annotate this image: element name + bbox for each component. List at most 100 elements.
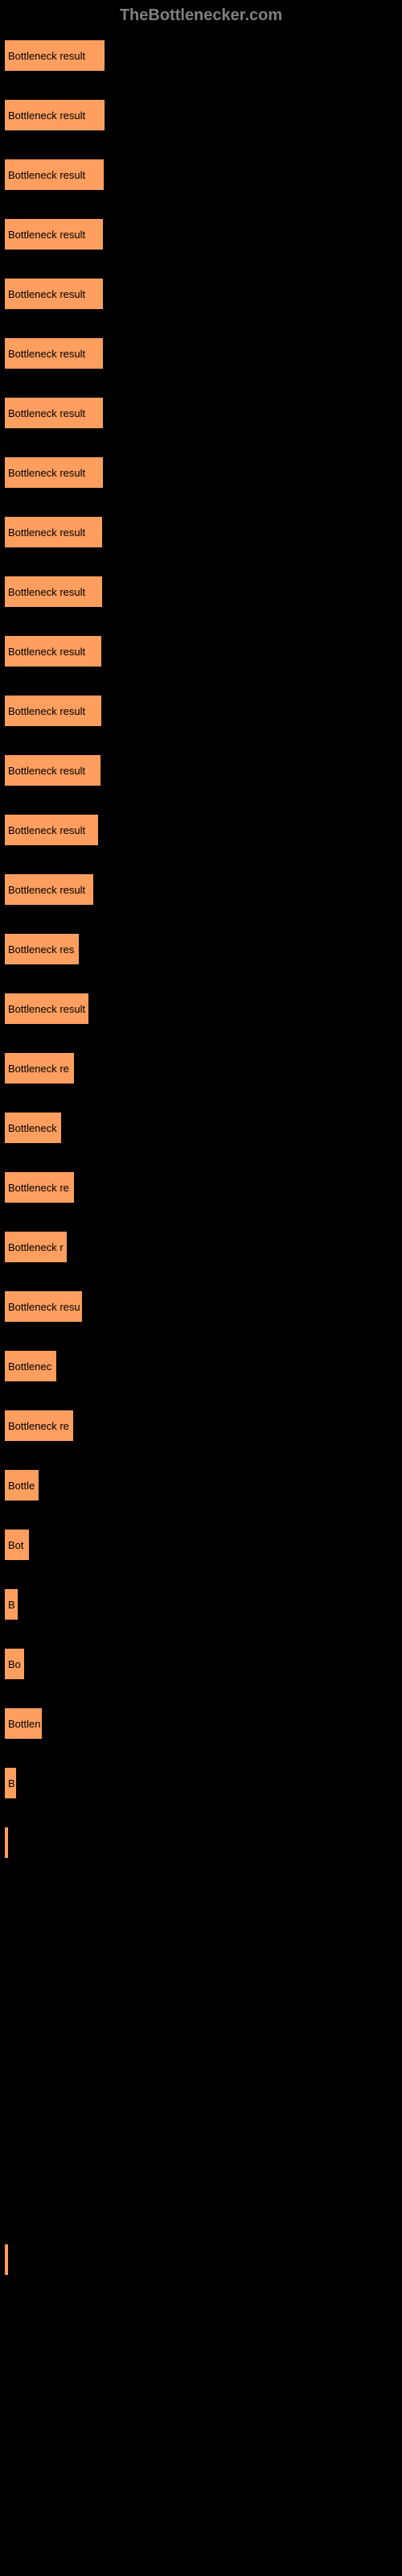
bar: Bottlen [4, 1707, 43, 1740]
bar-label: Bottleneck result [8, 705, 85, 717]
bar-label: Bottleneck result [8, 646, 85, 658]
bar: B [4, 1767, 17, 1799]
bar: Bottleneck result [4, 754, 101, 786]
bar: Bot [4, 1529, 30, 1561]
bar: Bottleneck result [4, 576, 103, 608]
bar-row [4, 1827, 398, 1859]
bar-row: Bottleneck result [4, 456, 398, 489]
bar-label: Bottleneck re [8, 1182, 69, 1194]
bar: Bottleneck [4, 1112, 62, 1144]
bar-row [4, 2005, 398, 2037]
bar: Bottleneck resu [4, 1290, 83, 1323]
bar-row [4, 2244, 398, 2276]
bar: Bottleneck result [4, 993, 89, 1025]
bar-row: Bottleneck result [4, 516, 398, 548]
site-name: TheBottlenecker.com [120, 6, 282, 24]
bar-row [4, 1946, 398, 1978]
bar-label: B [8, 1777, 15, 1790]
bar-row: Bottleneck result [4, 695, 398, 727]
bar-row: Bottleneck result [4, 814, 398, 846]
bar-row: Bottleneck result [4, 218, 398, 250]
bar-label: Bottleneck result [8, 50, 85, 62]
bar-label: Bottleneck result [8, 1003, 85, 1015]
bar: Bottleneck result [4, 99, 105, 131]
bar: Bottleneck re [4, 1410, 74, 1442]
bar: Bottleneck re [4, 1052, 75, 1084]
bar: Bottle [4, 1469, 39, 1501]
bar: Bottleneck result [4, 814, 99, 846]
bar-row [4, 2184, 398, 2216]
bar-chart: Bottleneck result Bottleneck result Bottle… [0, 31, 402, 2311]
bar-row [4, 1886, 398, 1918]
bar: Bottleneck result [4, 39, 105, 72]
bar-row: Bottleneck re [4, 1410, 398, 1442]
bar: Bottleneck r [4, 1231, 68, 1263]
bar-row: B [4, 1767, 398, 1799]
bar: Bottleneck result [4, 218, 104, 250]
bar-row: Bottleneck res [4, 933, 398, 965]
bar: Bottleneck res [4, 933, 80, 965]
bar: Bottleneck result [4, 456, 104, 489]
bar-label: Bottleneck result [8, 109, 85, 122]
bar-row: Bottleneck result [4, 993, 398, 1025]
bar-label: Bottleneck resu [8, 1301, 80, 1313]
bar-label: Bottleneck result [8, 288, 85, 300]
bar: Bo [4, 1648, 25, 1680]
bar-row: Bottle [4, 1469, 398, 1501]
bar-label: Bo [8, 1658, 21, 1670]
bar-row: B [4, 1588, 398, 1620]
bar: B [4, 1588, 18, 1620]
bar-row: Bottleneck result [4, 754, 398, 786]
bar-label: Bottleneck result [8, 526, 85, 539]
bar: Bottlenec [4, 1350, 57, 1382]
bar-label: Bottleneck result [8, 348, 85, 360]
bar-label: Bot [8, 1539, 24, 1551]
bar: Bottleneck result [4, 873, 94, 906]
bar: Bottleneck result [4, 695, 102, 727]
bar-row: Bottleneck result [4, 39, 398, 72]
bar-label: Bottleneck result [8, 467, 85, 479]
bar-label: Bottleneck result [8, 586, 85, 598]
bar: Bottleneck result [4, 516, 103, 548]
bar: Bottleneck result [4, 635, 102, 667]
bar-label: Bottleneck re [8, 1063, 69, 1075]
bar-label: B [8, 1599, 15, 1611]
bar-row: Bottleneck result [4, 278, 398, 310]
bar-row: Bottleneck result [4, 397, 398, 429]
bar-label: Bottlenec [8, 1360, 51, 1373]
bar-label: Bottleneck result [8, 407, 85, 419]
bar-label: Bottleneck result [8, 884, 85, 896]
bar-label: Bottleneck [8, 1122, 57, 1134]
bar: Bottleneck result [4, 337, 104, 369]
bar-row: Bottleneck [4, 1112, 398, 1144]
header: TheBottlenecker.com [0, 0, 402, 31]
bar-row: Bottlen [4, 1707, 398, 1740]
bar-row: Bottleneck result [4, 337, 398, 369]
bar-row: Bottleneck r [4, 1231, 398, 1263]
bar-label: Bottleneck result [8, 765, 85, 777]
bar-row: Bottleneck resu [4, 1290, 398, 1323]
bar-row [4, 2124, 398, 2157]
bar-row: Bottlenec [4, 1350, 398, 1382]
bar-row: Bot [4, 1529, 398, 1561]
bar-row: Bottleneck result [4, 873, 398, 906]
bar-row: Bottleneck result [4, 159, 398, 191]
bar: Bottleneck result [4, 397, 104, 429]
bar-label: Bottleneck r [8, 1241, 64, 1253]
bar: Bottleneck result [4, 159, 105, 191]
bar-row [4, 2065, 398, 2097]
bar-label: Bottleneck re [8, 1420, 69, 1432]
bar-label: Bottlen [8, 1718, 40, 1730]
bar-row: Bo [4, 1648, 398, 1680]
bar-row: Bottleneck result [4, 635, 398, 667]
bar [4, 2244, 9, 2276]
bar: Bottleneck re [4, 1171, 75, 1203]
bar-row: Bottleneck result [4, 576, 398, 608]
bar: Bottleneck result [4, 278, 104, 310]
bar-row: Bottleneck re [4, 1052, 398, 1084]
bar-label: Bottle [8, 1480, 35, 1492]
bar-label: Bottleneck result [8, 169, 85, 181]
bar [4, 1827, 9, 1859]
bar-row: Bottleneck result [4, 99, 398, 131]
bar-label: Bottleneck result [8, 824, 85, 836]
